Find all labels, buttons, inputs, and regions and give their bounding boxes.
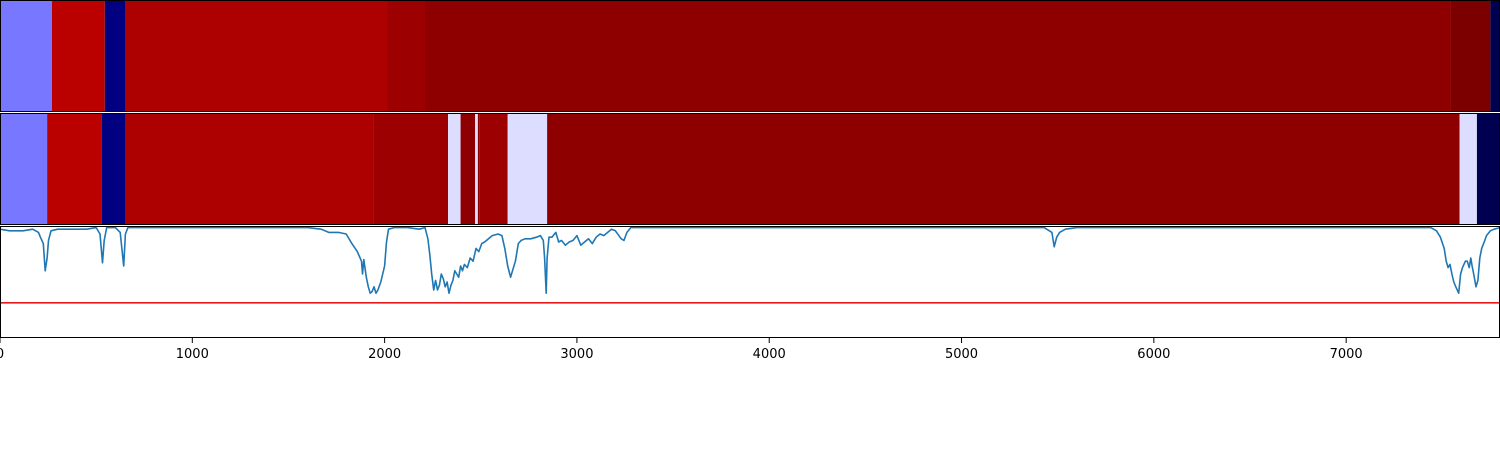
heatmap-segment <box>0 0 52 112</box>
x-tick-label: 1000 <box>176 347 209 362</box>
x-tick-label: 6000 <box>1137 347 1170 362</box>
plot-background <box>0 226 1500 338</box>
heatmap-segment <box>0 113 48 225</box>
line-panel: 0 1000 2000 3000 4000 5000 6000 7000 <box>0 226 1500 362</box>
heatmap-segment <box>104 0 125 112</box>
series-line <box>0 226 1500 294</box>
heatmap-segment <box>51 0 105 112</box>
heatmap-segment <box>477 113 480 225</box>
x-tick-label: 7000 <box>1330 347 1363 362</box>
x-tick-label: 5000 <box>945 347 978 362</box>
heatmap-segment <box>1476 113 1500 225</box>
x-tick-label: 2000 <box>368 347 401 362</box>
heatmap-segment <box>425 0 1451 112</box>
heatmap-segment <box>373 113 449 225</box>
heatmap-segment <box>479 113 508 225</box>
heatmap-panel-top <box>0 0 1500 112</box>
x-tick-label: 3000 <box>560 347 593 362</box>
heatmap-segment <box>47 113 102 225</box>
x-tick-label: 0 <box>0 347 4 362</box>
heatmap-panel-middle <box>0 113 1500 225</box>
heatmap-segment <box>547 113 1460 225</box>
x-tick-label: 4000 <box>753 347 786 362</box>
heatmap-segment <box>460 113 475 225</box>
heatmap-segment <box>387 0 425 112</box>
heatmap-segment <box>448 113 461 225</box>
heatmap-segment <box>1450 0 1491 112</box>
heatmap-segment <box>101 113 125 225</box>
heatmap-segment <box>1459 113 1477 225</box>
heatmap-segment <box>125 113 374 225</box>
heatmap-segment <box>125 0 388 112</box>
heatmap-segment <box>475 113 478 225</box>
heatmap-segment <box>507 113 548 225</box>
heatmap-segment <box>1490 0 1500 112</box>
